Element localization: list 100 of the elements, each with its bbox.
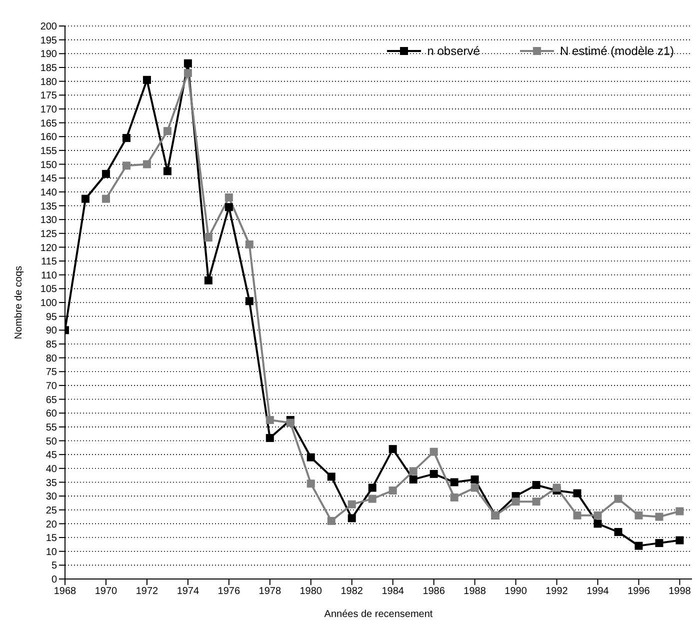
y-tick-label: 80 <box>46 353 58 364</box>
point <box>102 170 110 178</box>
y-tick-label: 135 <box>40 201 58 212</box>
x-tick-label: 1994 <box>586 586 610 598</box>
point <box>306 453 315 462</box>
point <box>409 467 418 476</box>
point <box>142 160 151 168</box>
y-tick-label: 150 <box>40 160 58 171</box>
point <box>184 59 192 68</box>
point <box>676 536 684 544</box>
y-tick-label: 95 <box>46 312 58 323</box>
x-tick-label: 1996 <box>628 586 650 598</box>
y-tick-label: 115 <box>41 256 58 268</box>
point <box>594 511 602 520</box>
y-tick-label: 25 <box>46 505 58 516</box>
legend-label: n observé <box>427 44 480 58</box>
point <box>634 511 643 520</box>
point <box>512 498 520 506</box>
y-tick-label: 0 <box>51 574 58 586</box>
point <box>368 484 376 492</box>
x-tick-label: 1978 <box>258 586 282 598</box>
y-tick-label: 5 <box>51 560 58 572</box>
x-tick-label: 1974 <box>176 586 200 598</box>
point <box>614 494 622 503</box>
point <box>573 489 582 498</box>
y-tick-label: 190 <box>40 49 58 60</box>
y-tick-label: 40 <box>46 464 58 475</box>
y-axis-title: Nombre de coqs <box>14 266 25 340</box>
y-tick-label: 70 <box>46 381 58 392</box>
y-tick-label: 20 <box>46 519 58 530</box>
y-tick-label: 85 <box>46 340 58 351</box>
point <box>532 480 540 489</box>
x-tick-label: 1980 <box>300 586 322 598</box>
y-tick-label: 195 <box>40 35 58 46</box>
point <box>184 69 192 78</box>
point <box>573 511 582 520</box>
point <box>327 516 336 525</box>
y-tick-label: 175 <box>40 90 58 102</box>
y-tick-label: 180 <box>40 76 58 88</box>
x-tick-label: 1976 <box>218 586 240 598</box>
x-tick-label: 1988 <box>464 586 486 598</box>
point <box>306 480 315 488</box>
point <box>245 297 254 306</box>
point <box>142 76 151 84</box>
y-tick-label: 50 <box>46 436 58 448</box>
x-axis-title: Années de recensement <box>324 609 433 620</box>
y-tick-label: 15 <box>46 533 58 544</box>
y-tick-label: 105 <box>40 284 58 296</box>
point <box>163 167 172 176</box>
y-tick-label: 110 <box>41 270 58 282</box>
point <box>266 416 274 424</box>
point <box>409 475 418 484</box>
y-tick-label: 75 <box>46 367 58 378</box>
y-tick-label: 30 <box>46 492 58 503</box>
point <box>655 539 664 548</box>
y-tick-label: 200 <box>40 22 58 33</box>
point <box>102 194 110 203</box>
point <box>430 448 438 456</box>
point <box>327 472 336 481</box>
y-tick-label: 65 <box>46 394 58 406</box>
point <box>676 507 684 516</box>
point <box>388 486 397 495</box>
y-tick-label: 10 <box>46 546 58 558</box>
legend-label: N estimé (modèle z1) <box>560 44 674 58</box>
point <box>163 127 172 136</box>
point <box>204 234 212 242</box>
point <box>450 493 458 502</box>
x-tick-label: 1992 <box>546 586 568 598</box>
y-tick-label: 45 <box>46 450 58 462</box>
point <box>122 134 130 142</box>
point <box>450 478 458 486</box>
point <box>470 475 479 484</box>
point <box>430 470 438 478</box>
y-tick-label: 120 <box>40 242 58 254</box>
point <box>594 520 602 528</box>
point <box>245 240 254 248</box>
y-tick-label: 35 <box>46 478 58 489</box>
point <box>224 203 233 212</box>
x-tick-label: 1986 <box>422 586 446 598</box>
point <box>470 484 479 492</box>
point <box>204 276 212 284</box>
x-tick-label: 1970 <box>94 586 118 598</box>
x-tick-label: 1998 <box>668 586 692 598</box>
y-tick-label: 60 <box>46 408 58 420</box>
point <box>634 542 643 550</box>
point <box>552 484 561 492</box>
y-tick-label: 100 <box>40 298 58 310</box>
y-tick-label: 155 <box>40 146 58 157</box>
x-tick-label: 1968 <box>54 586 77 598</box>
x-tick-label: 1972 <box>136 586 159 598</box>
point <box>348 514 356 522</box>
x-tick-label: 1984 <box>382 586 404 598</box>
point <box>266 434 274 442</box>
point <box>614 528 622 536</box>
y-tick-label: 90 <box>46 326 58 337</box>
y-tick-label: 170 <box>40 104 58 116</box>
point <box>122 162 130 170</box>
y-tick-label: 140 <box>40 187 58 198</box>
y-tick-label: 130 <box>40 215 58 226</box>
point <box>348 500 356 508</box>
